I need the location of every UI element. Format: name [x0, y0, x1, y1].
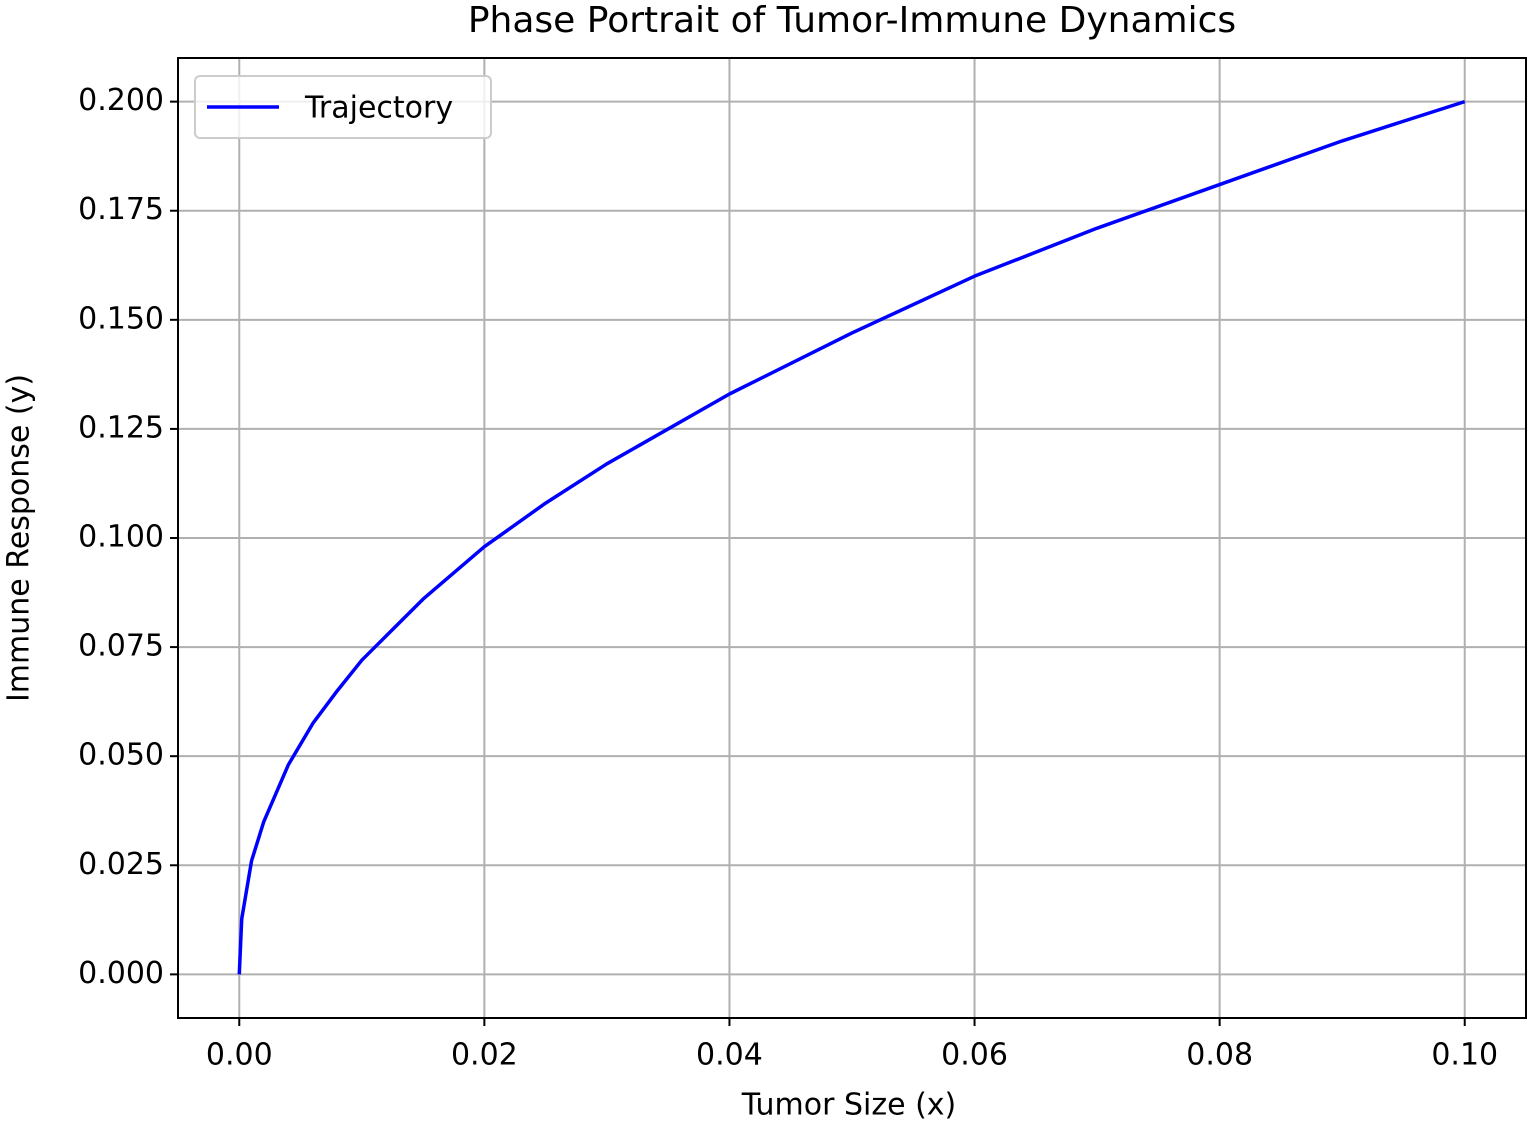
y-tick-label: 0.175	[78, 192, 164, 227]
y-tick-label: 0.025	[78, 847, 164, 882]
x-tick-label: 0.08	[1186, 1038, 1253, 1073]
y-tick-label: 0.125	[78, 410, 164, 445]
x-tick-label: 0.02	[451, 1038, 518, 1073]
y-tick-label: 0.050	[78, 738, 164, 773]
plot-frame	[177, 57, 1527, 1019]
y-tick-label: 0.000	[78, 956, 164, 991]
series-line	[237, 99, 1466, 975]
x-axis-label: Tumor Size (x)	[741, 1088, 957, 1123]
y-tick-label: 0.075	[78, 629, 164, 664]
y-tick-label: 0.200	[78, 83, 164, 118]
x-tick-label: 0.04	[696, 1038, 763, 1073]
x-tick-label: 0.00	[206, 1038, 273, 1073]
y-axis-label: Immune Response (y)	[2, 374, 37, 702]
y-tick-label: 0.150	[78, 301, 164, 336]
chart-title: Phase Portrait of Tumor-Immune Dynamics	[468, 0, 1236, 41]
legend-label: Trajectory	[304, 91, 453, 126]
x-tick-label: 0.10	[1431, 1038, 1498, 1073]
y-tick-label: 0.100	[78, 520, 164, 555]
legend-box	[194, 75, 492, 139]
x-tick-label: 0.06	[941, 1038, 1008, 1073]
